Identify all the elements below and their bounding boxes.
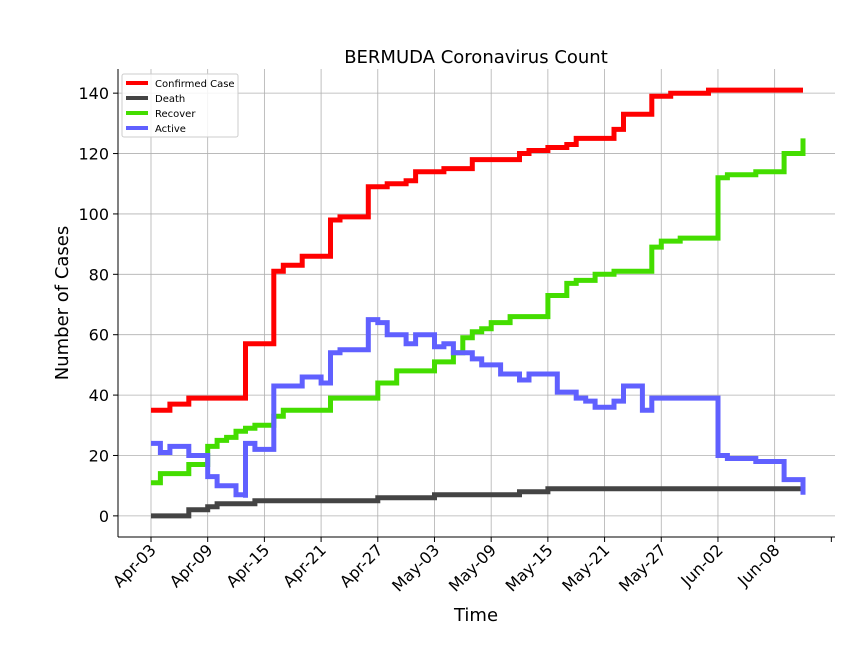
y-tick-label: 0 [99,507,109,526]
y-tick-label: 80 [89,265,109,284]
series-line-active [151,317,806,498]
legend-box [121,73,239,138]
legend: Confirmed Case Death Recover Active [121,73,239,138]
x-tick-label: May-03 [388,540,443,595]
legend-label: Death [155,94,185,105]
series-line-death [151,486,803,519]
x-tick-label: Jun-02 [676,540,726,590]
series-line-confirmed-case [151,87,803,413]
legend-label: Confirmed Case [155,79,235,90]
series-lines [151,87,806,519]
legend-label: Recover [155,109,196,120]
x-tick-label: May-09 [445,540,500,595]
y-tick-label: 140 [78,84,109,103]
y-tick-label: 120 [78,145,109,164]
grid-lines [118,69,835,537]
series-line-recover [151,138,806,486]
x-tick-label: Apr-03 [109,540,160,591]
y-tick-label: 20 [89,446,109,465]
chart-title: BERMUDA Coronavirus Count [344,47,608,68]
y-axis-label: Number of Cases [52,226,73,381]
legend-label: Active [155,124,186,135]
y-tick-label: 40 [89,386,109,405]
y-tick-label: 60 [89,326,109,345]
x-tick-label: May-27 [615,540,670,595]
x-axis-label: Time [453,605,498,626]
x-tick-label: Jun-08 [733,540,783,590]
x-tick-label: Apr-15 [222,540,273,591]
x-tick-label: May-21 [558,540,613,595]
tick-labels: Apr-03 Apr-09 Apr-15 Apr-21 Apr-27 May-03 May-… [78,84,783,595]
x-tick-label: May-15 [502,540,557,595]
axes [113,69,835,542]
x-tick-label: Apr-21 [279,540,330,591]
x-tick-label: Apr-09 [166,540,217,591]
x-tick-label: Apr-27 [336,540,387,591]
y-tick-label: 100 [78,205,109,224]
